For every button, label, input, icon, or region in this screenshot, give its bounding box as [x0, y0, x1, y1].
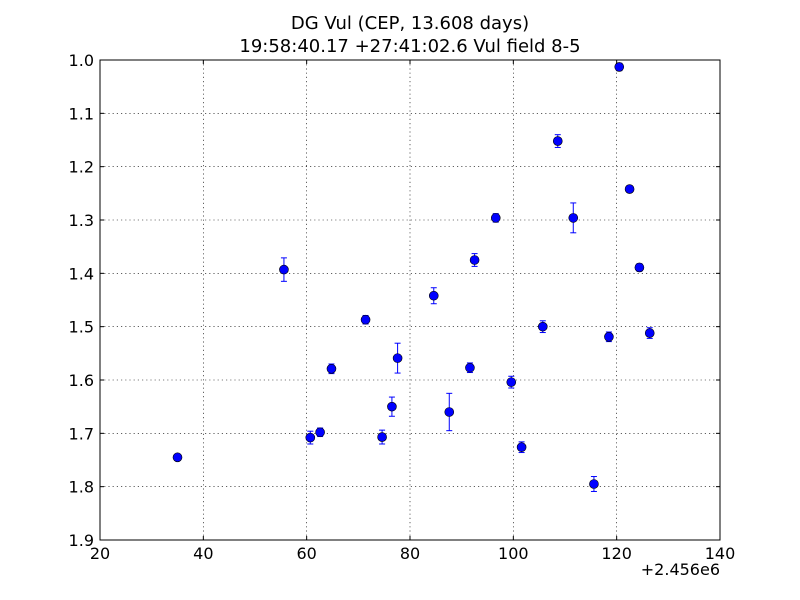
- grid: [100, 60, 720, 540]
- y-tick-label: 1.5: [69, 318, 94, 337]
- data-point: [552, 136, 563, 146]
- data-point: [469, 255, 480, 265]
- data-point: [428, 290, 439, 301]
- x-tick-label: 140: [705, 544, 736, 563]
- chart-title-line-2: 19:58:40.17 +27:41:02.6 Vul field 8-5: [239, 36, 580, 57]
- data-point: [377, 432, 387, 442]
- data-point: [516, 442, 527, 453]
- data-point: [392, 353, 403, 363]
- data-point: [360, 314, 371, 325]
- data-point: [444, 407, 455, 417]
- data-point: [465, 362, 475, 373]
- data-point: [537, 321, 548, 332]
- y-tick-label: 1.0: [69, 51, 94, 70]
- x-tick-label: 60: [296, 544, 316, 563]
- y-tick-label: 1.9: [69, 531, 94, 550]
- x-tick-label: 40: [193, 544, 213, 563]
- y-tick-label: 1.3: [69, 211, 94, 230]
- x-tick-label: 80: [400, 544, 420, 563]
- data-point: [624, 184, 635, 194]
- data-point: [279, 264, 289, 275]
- y-tick-labels: 1.0 1.1 1.2 1.3 1.4 1.5 1.6 1.7 1.8 1.9: [69, 51, 94, 550]
- data-point: [604, 331, 614, 342]
- y-tick-label: 1.4: [69, 264, 94, 283]
- data-point: [644, 328, 655, 338]
- x-axis-offset-label: +2.456e6: [641, 560, 720, 579]
- data-point: [172, 452, 183, 463]
- data-point: [614, 62, 625, 72]
- chart-title-line-1: DG Vul (CEP, 13.608 days): [291, 13, 529, 34]
- data-point: [589, 479, 599, 489]
- x-tick-label: 100: [498, 544, 529, 563]
- error-bars: [174, 62, 653, 492]
- x-tick-labels: 20 40 60 80 100 120 140: [90, 544, 735, 563]
- data-points: [172, 62, 655, 489]
- data-point: [387, 401, 397, 412]
- y-tick-label: 1.8: [69, 478, 94, 497]
- y-tick-label: 1.1: [69, 104, 94, 123]
- axis-ticks: [99, 59, 721, 541]
- data-point: [305, 432, 316, 443]
- x-tick-label: 20: [90, 544, 110, 563]
- x-tick-label: 120: [601, 544, 632, 563]
- data-point: [506, 377, 517, 387]
- data-point: [634, 262, 645, 273]
- y-tick-label: 1.6: [69, 371, 94, 390]
- data-point: [568, 213, 579, 223]
- y-tick-label: 1.2: [69, 158, 94, 177]
- data-point: [326, 363, 337, 374]
- data-point: [490, 213, 501, 223]
- y-tick-label: 1.7: [69, 424, 94, 443]
- data-point: [315, 427, 325, 438]
